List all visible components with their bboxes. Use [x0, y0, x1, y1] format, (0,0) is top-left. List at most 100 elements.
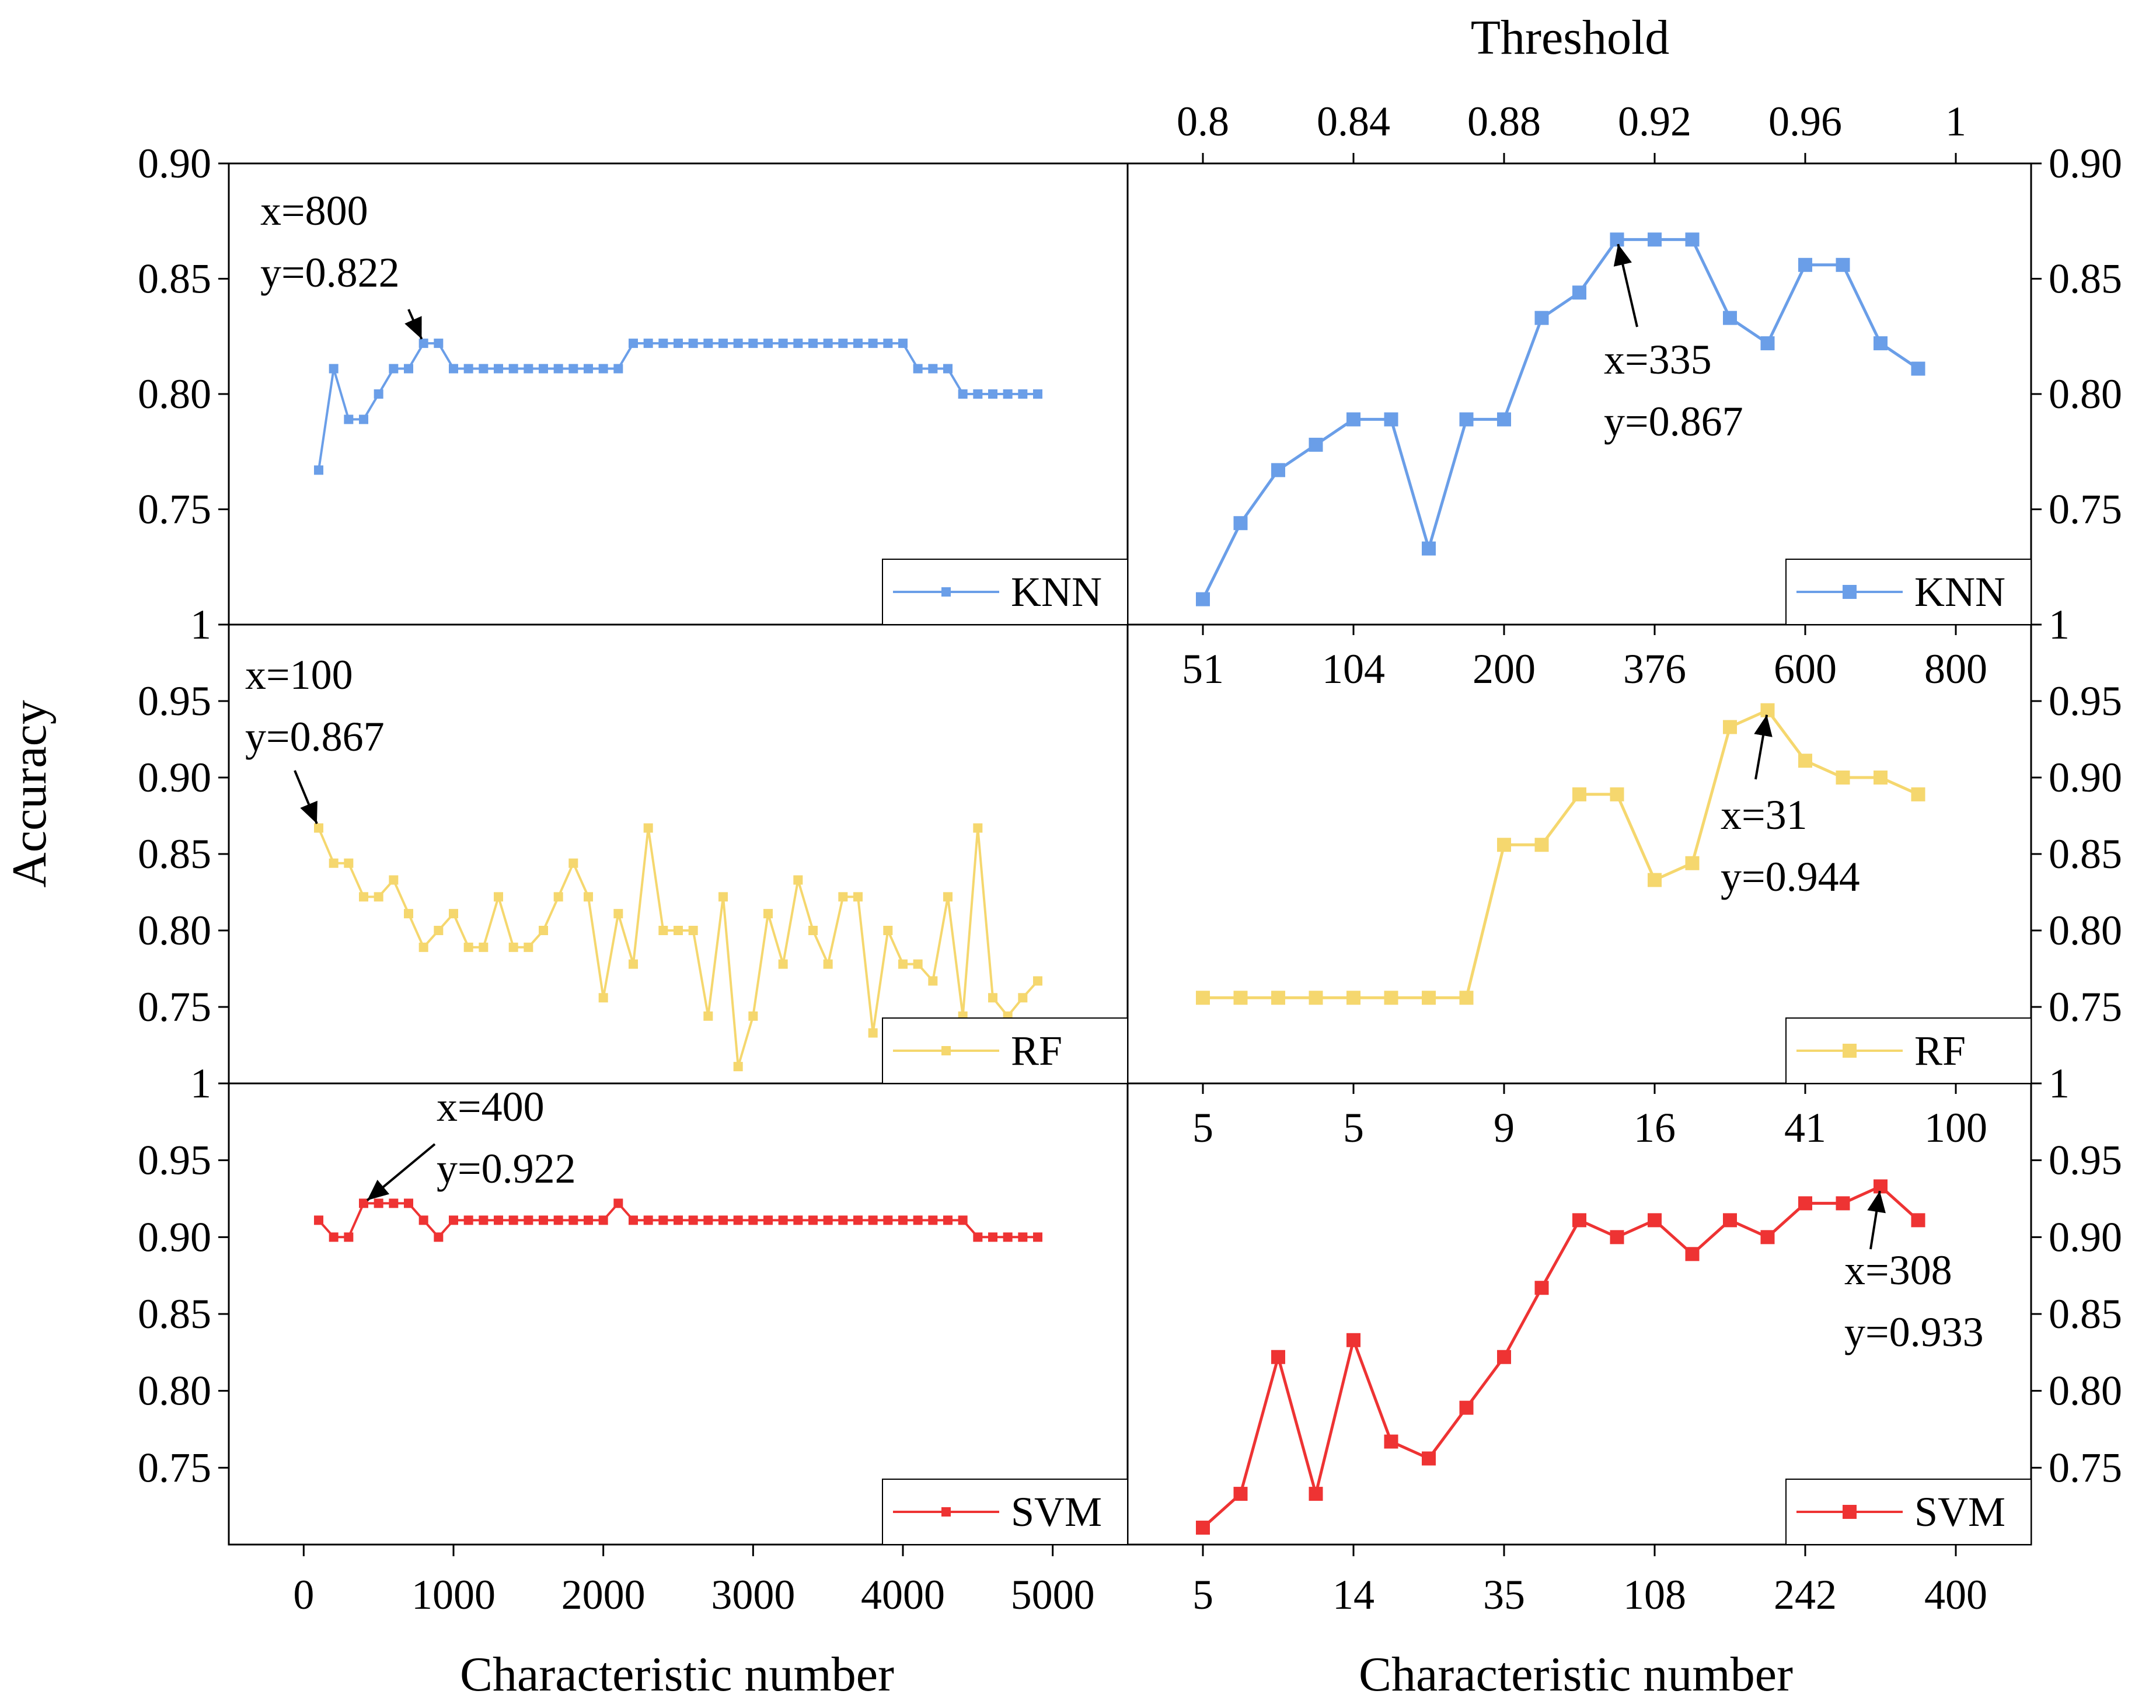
knn-left-point	[674, 339, 683, 348]
svm-left-point	[913, 1215, 923, 1225]
svm-right-annotation-text: y=0.933	[1844, 1309, 1984, 1355]
svm-left-point	[1033, 1232, 1042, 1242]
rf-left-point	[883, 926, 893, 935]
knn-left-point	[1033, 389, 1042, 399]
svm-right-point	[1309, 1487, 1323, 1501]
rf-left-point	[329, 858, 339, 868]
svm-left-legend-marker	[941, 1507, 951, 1517]
right-xtick-label: 108	[1623, 1571, 1686, 1618]
knn-left-point	[808, 339, 818, 348]
svm-right-point	[1346, 1333, 1360, 1347]
svm-left-point	[553, 1215, 563, 1225]
svm-left-point	[463, 1215, 473, 1225]
threshold-axis-title: Threshold	[1471, 11, 1670, 65]
svm-category-tick-label: 100	[1924, 1104, 1987, 1151]
svm-right-line	[1202, 1184, 1920, 1529]
svm-left-point	[598, 1215, 608, 1225]
rf-left-legend-label: RF	[1011, 1027, 1062, 1074]
knn-right-annotation-text: x=335	[1604, 336, 1712, 383]
threshold-tick-label: 0.92	[1618, 98, 1691, 145]
svm-left-ytick-label: 0.80	[138, 1368, 211, 1414]
knn-left-point	[778, 339, 788, 348]
svm-left-point	[479, 1215, 489, 1225]
rf-right-annotation-text: y=0.944	[1721, 853, 1860, 900]
rf-left-point	[539, 926, 548, 935]
svm-left-point	[838, 1215, 848, 1225]
svm-left-ytick-label: 0.85	[138, 1291, 211, 1337]
svm-left-point	[688, 1215, 698, 1225]
svm-left-point	[658, 1215, 668, 1225]
rf-left-point	[508, 942, 518, 952]
svm-left-point	[359, 1198, 368, 1208]
rf-left-point	[988, 993, 997, 1003]
knn-left-point	[973, 389, 983, 399]
svm-left-point	[329, 1232, 339, 1242]
rf-right-point	[1346, 991, 1360, 1005]
svm-left-point	[808, 1215, 818, 1225]
svm-right-point	[1422, 1451, 1436, 1466]
rf-right-ytick-label: 1	[2049, 601, 2070, 648]
knn-left-point	[404, 364, 413, 374]
knn-right-point	[1874, 336, 1888, 351]
knn-left-point	[449, 364, 458, 374]
rf-left-point	[778, 959, 788, 969]
svm-left-annotation-text: y=0.922	[437, 1145, 576, 1192]
left-xtick-label: 3000	[711, 1571, 795, 1618]
svm-right-ytick-label: 0.80	[2049, 1368, 2122, 1414]
knn-right-point	[1497, 412, 1511, 427]
rf-left-point	[928, 976, 938, 986]
knn-left-annotation-text: x=800	[260, 187, 368, 234]
knn-left-point	[883, 339, 893, 348]
svm-right-legend-marker	[1843, 1505, 1857, 1519]
rf-right-point	[1572, 787, 1586, 801]
rf-left-point	[598, 993, 608, 1003]
rf-right-point	[1836, 771, 1850, 785]
rf-left-annotation-text: y=0.867	[245, 713, 385, 760]
rf-left-point	[524, 942, 533, 952]
rf-left-point	[733, 1062, 743, 1072]
svm-left-point	[718, 1215, 728, 1225]
svm-right-ytick-label: 0.85	[2049, 1291, 2122, 1337]
threshold-tick-label: 0.96	[1768, 98, 1842, 145]
svm-right-point	[1271, 1350, 1285, 1364]
left-xtick-label: 0	[293, 1571, 314, 1618]
svm-right-point	[1384, 1434, 1398, 1449]
svm-left-ytick-label: 1	[190, 1060, 211, 1107]
rf-right-point	[1459, 991, 1474, 1005]
rf-left-point	[463, 942, 473, 952]
knn-left-annotation-arrow	[404, 309, 423, 340]
knn-right-point	[1459, 412, 1474, 427]
knn-right-ytick-label: 0.90	[2049, 140, 2122, 187]
svm-left-point	[958, 1215, 968, 1225]
rf-left-ytick-label: 0.90	[138, 754, 211, 801]
knn-right-point	[1534, 311, 1549, 325]
svm-right-point	[1610, 1230, 1624, 1245]
rf-right-ytick-label: 0.85	[2049, 831, 2122, 877]
svm-left-point	[763, 1215, 773, 1225]
rf-right-point	[1384, 991, 1398, 1005]
rf-left-legend-marker	[941, 1046, 951, 1055]
svm-left-point	[508, 1215, 518, 1225]
knn-left-point	[389, 364, 399, 374]
rf-left-point	[808, 926, 818, 935]
svm-left-point	[778, 1215, 788, 1225]
svm-left-point	[1018, 1232, 1028, 1242]
rf-right-point	[1497, 838, 1511, 852]
knn-left-point	[314, 465, 323, 475]
svm-left-point	[494, 1215, 503, 1225]
threshold-tick-label: 0.84	[1317, 98, 1390, 145]
svm-right-ytick-label: 0.90	[2049, 1214, 2122, 1260]
rf-right-annotation-arrow	[1754, 714, 1773, 780]
svm-right-point	[1497, 1350, 1511, 1364]
knn-right-ytick-label: 0.75	[2049, 486, 2122, 533]
svm-category-tick-label: 5	[1343, 1104, 1364, 1151]
rf-right-ytick-label: 0.95	[2049, 678, 2122, 724]
rf-left-point	[688, 926, 698, 935]
knn-left-ytick-label: 0.85	[138, 256, 211, 302]
svm-left-point	[643, 1215, 653, 1225]
knn-right-legend-label: KNN	[1914, 569, 2005, 615]
knn-left-point	[748, 339, 758, 348]
knn-right-point	[1346, 412, 1360, 427]
knn-left-point	[463, 364, 473, 374]
rf-left-point	[793, 875, 803, 885]
